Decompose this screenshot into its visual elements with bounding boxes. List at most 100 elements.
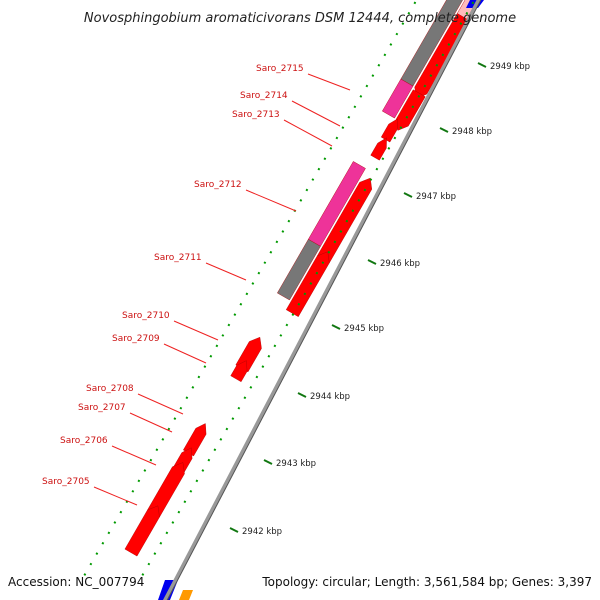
- tick-mark: [171, 521, 175, 524]
- tick-mark: [375, 167, 379, 171]
- tick-mark: [345, 219, 349, 223]
- tick-mark: [447, 43, 451, 46]
- kbp-label: 2947 kbp: [416, 192, 456, 202]
- tick-mark: [255, 375, 259, 379]
- tick-mark: [173, 417, 177, 420]
- tick-mark: [359, 95, 363, 98]
- gene-label: Saro_2714: [240, 91, 288, 101]
- tick-mark: [209, 354, 213, 358]
- tick-mark: [363, 188, 367, 192]
- tick-mark: [153, 552, 157, 556]
- tick-mark: [287, 219, 291, 223]
- tick-mark: [257, 271, 261, 275]
- genome-title: Novosphingobium aromaticivorans DSM 1244…: [84, 11, 516, 26]
- tick-mark: [249, 386, 253, 389]
- gene-orange-segment: [179, 590, 193, 600]
- kbp-label: 2945 kbp: [344, 324, 384, 334]
- tick-mark: [185, 396, 189, 400]
- tick-mark: [327, 250, 331, 254]
- tick-mark: [119, 510, 123, 514]
- gene-label: Saro_2707: [78, 403, 126, 413]
- leader-line: [205, 262, 247, 281]
- tick-mark: [377, 63, 381, 67]
- tick-mark: [347, 115, 351, 119]
- tick-mark: [413, 1, 417, 5]
- tick-mark: [423, 84, 427, 88]
- leader-line: [111, 445, 157, 466]
- tick-mark: [251, 282, 255, 285]
- backbone-track: [162, 0, 482, 600]
- leader-line: [291, 100, 341, 127]
- tick-mark: [89, 562, 93, 566]
- gene-gray-segment: [277, 239, 321, 301]
- leader-line: [129, 412, 173, 433]
- tick-mark: [285, 323, 289, 327]
- tick-mark: [357, 198, 361, 202]
- tick-mark: [339, 230, 343, 233]
- gene-red-arrow: [370, 137, 387, 161]
- tick-mark: [159, 541, 163, 545]
- tick-mark: [459, 22, 463, 26]
- tick-mark: [231, 417, 235, 420]
- tick-mark: [305, 188, 309, 192]
- tick-mark: [341, 126, 345, 129]
- kbp-label: 2944 kbp: [310, 392, 350, 402]
- gene-labels: Saro_2715 Saro_2714 Saro_2713 Saro_2712 Saro…: [42, 64, 304, 487]
- tick-mark: [299, 198, 303, 202]
- tick-mark: [201, 469, 205, 472]
- tick-mark: [147, 562, 151, 566]
- leader-line: [283, 119, 333, 147]
- tick-mark: [333, 240, 337, 244]
- tick-mark: [167, 427, 171, 431]
- tick-mark: [107, 531, 111, 535]
- tick-mark: [281, 230, 285, 233]
- tick-mark: [435, 63, 439, 67]
- gene-label: Saro_2706: [60, 436, 108, 446]
- tick-mark: [237, 406, 241, 410]
- gene-red-arrow: [395, 89, 426, 131]
- tick-mark: [291, 313, 295, 317]
- tick-mark: [311, 178, 315, 181]
- tick-mark: [243, 396, 247, 400]
- tick-mark: [315, 271, 319, 275]
- tick-mark: [323, 157, 327, 161]
- gene-label: Saro_2713: [232, 110, 280, 120]
- leader-line: [93, 486, 138, 506]
- tick-mark: [183, 500, 187, 504]
- kbp-label: 2948 kbp: [452, 127, 492, 137]
- gene-magenta-segment: [382, 78, 414, 119]
- tick-mark: [261, 365, 265, 368]
- tick-mark: [101, 541, 105, 545]
- gene-red-arrow: [285, 251, 330, 317]
- tick-mark: [225, 427, 229, 431]
- kbp-labels: 2949 kbp 2948 kbp 2947 kbp 2946 kbp 2945 kbp…: [242, 62, 530, 537]
- tick-mark: [95, 552, 99, 556]
- tick-mark: [399, 126, 403, 129]
- tick-mark: [113, 521, 117, 524]
- kbp-tick: [439, 127, 449, 133]
- tick-mark: [195, 479, 199, 483]
- leader-line: [173, 320, 219, 341]
- tick-mark: [263, 261, 267, 265]
- tick-mark: [303, 292, 307, 296]
- gene-label: Saro_2715: [256, 64, 304, 74]
- tick-mark: [275, 240, 279, 244]
- tick-mark: [83, 573, 87, 576]
- kbp-label: 2942 kbp: [242, 527, 282, 537]
- tick-mark: [221, 334, 225, 337]
- tick-mark: [321, 261, 325, 265]
- gene-red-arrow: [124, 505, 160, 557]
- tick-mark: [471, 1, 475, 5]
- gene-red-arrow: [230, 360, 248, 383]
- tick-mark: [383, 53, 387, 57]
- tick-track: [83, 1, 487, 576]
- tick-mark: [191, 386, 195, 389]
- tick-mark: [165, 531, 169, 535]
- tick-mark: [137, 479, 141, 483]
- kbp-label: 2949 kbp: [490, 62, 530, 72]
- tick-mark: [441, 53, 445, 57]
- kbp-tick: [229, 527, 239, 533]
- tick-mark: [269, 250, 273, 254]
- tick-mark: [389, 43, 393, 46]
